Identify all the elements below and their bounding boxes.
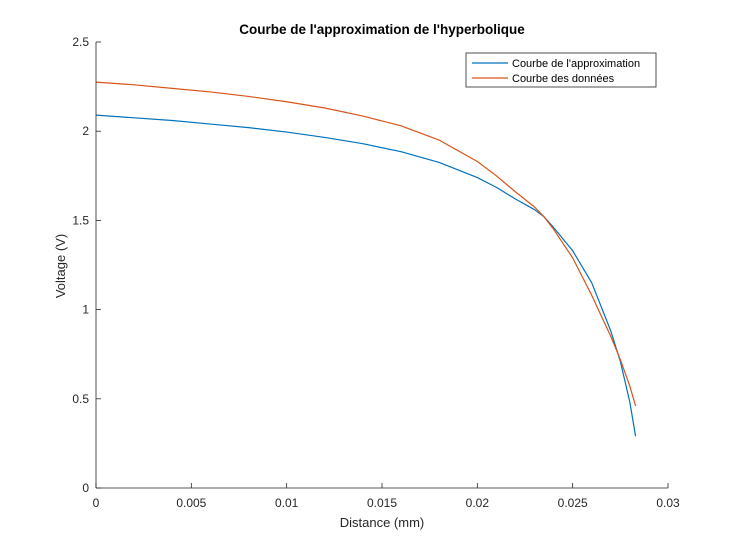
x-axis-label: Distance (mm) [340,515,425,530]
y-tick-label: 0 [82,481,89,495]
plot-area: 0 0.005 0.01 0.015 0.02 0.025 0.03 0 0.5 1 1.5 2 2.5 [72,35,680,510]
y-tick-label: 1 [82,303,89,317]
legend-label-donnees: Courbe des données [512,73,615,85]
series-line-0 [95,114,637,437]
series-line-1 [95,81,637,407]
x-tick-label: 0.01 [275,496,299,510]
y-axis-label: Voltage (V) [53,234,68,298]
y-tick-label: 0.5 [72,392,89,406]
chart-title: Courbe de l'approximation de l'hyperboli… [239,22,525,37]
y-tick-label: 1.5 [72,213,89,227]
x-tick-label: 0.015 [367,496,397,510]
axes-background [96,42,668,488]
y-tick-label: 2 [82,124,89,138]
legend-label-approximation: Courbe de l'approximation [512,58,640,70]
y-tick-label: 2.5 [72,35,89,49]
x-tick-label: 0.03 [656,496,680,510]
x-tick-label: 0.02 [466,496,490,510]
legend-box [465,52,657,88]
x-tick-label: 0.005 [176,496,206,510]
x-tick-label: 0 [93,496,100,510]
x-tick-label: 0.025 [558,496,588,510]
legend[interactable]: Courbe de l'approximation Courbe des don… [465,52,657,88]
